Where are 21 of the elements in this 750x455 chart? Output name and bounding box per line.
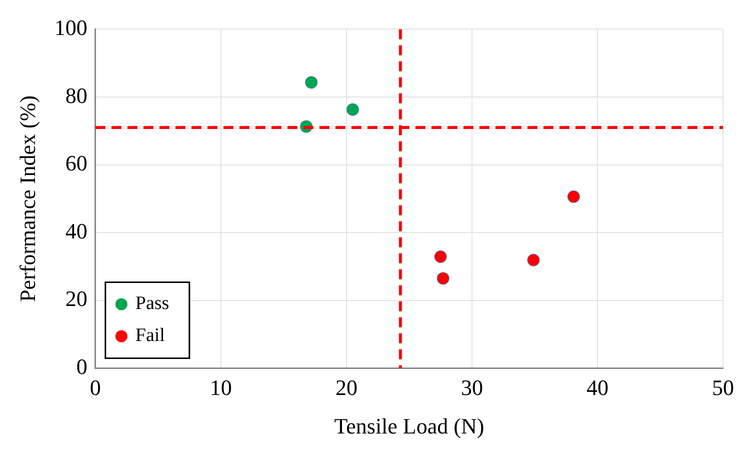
y-tick-label: 100 — [54, 14, 88, 40]
legend-label: Fail — [135, 325, 165, 346]
x-tick-label: 20 — [335, 375, 358, 400]
point — [304, 76, 318, 89]
x-tick-label: 40 — [586, 375, 608, 400]
y-tick-label: 20 — [65, 286, 88, 312]
point — [346, 103, 360, 116]
y-axis-title: Performance Index (%) — [14, 95, 40, 302]
y-tick-label: 80 — [65, 82, 88, 108]
legend-label: Pass — [135, 293, 170, 314]
y-tick-label: 0 — [76, 354, 88, 379]
y-tick-label: 40 — [65, 218, 88, 244]
point — [567, 190, 580, 203]
x-axis-title: Tensile Load (N) — [334, 414, 484, 439]
x-tick-label: 50 — [712, 375, 734, 400]
point — [434, 250, 447, 263]
y-tick-label: 60 — [65, 150, 88, 176]
point — [527, 254, 540, 266]
x-tick-label: 30 — [460, 375, 483, 400]
point — [436, 272, 450, 285]
x-tick-label: 10 — [210, 375, 232, 400]
